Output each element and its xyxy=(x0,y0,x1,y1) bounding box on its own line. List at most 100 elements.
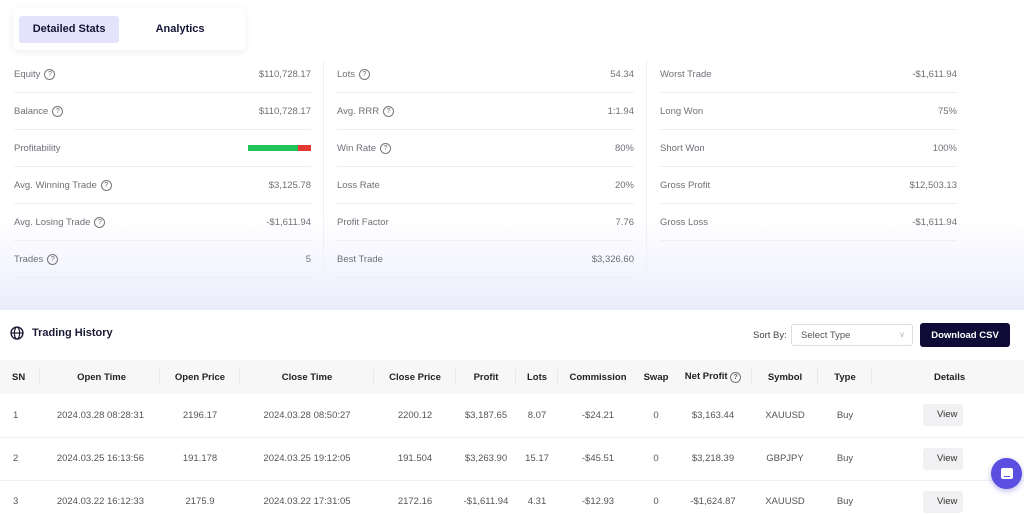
column-header-close-time[interactable]: Close Time xyxy=(240,360,374,394)
cell-profit: $3,187.65 xyxy=(456,394,516,438)
cell-net-profit: $3,218.39 xyxy=(674,437,752,481)
help-icon[interactable]: ? xyxy=(730,372,742,383)
view-details-button[interactable]: View xyxy=(923,447,963,470)
stat-value: -$1,611.94 xyxy=(912,68,957,80)
cell-open-price: 2175.9 xyxy=(160,480,240,515)
stat-label: Gross Loss xyxy=(660,216,709,228)
help-icon[interactable]: ? xyxy=(52,105,64,117)
column-header-close-price[interactable]: Close Price xyxy=(374,360,456,394)
stat-gross-loss: Gross Loss -$1,611.94 xyxy=(660,204,957,241)
stat-worst-trade: Worst Trade -$1,611.94 xyxy=(660,56,957,93)
column-header-open-price[interactable]: Open Price xyxy=(160,360,240,394)
stat-lots: Lots? 54.34 xyxy=(337,56,634,93)
download-csv-button[interactable]: Download CSV xyxy=(920,323,1010,347)
stat-avg-winning-trade: Avg. Winning Trade? $3,125.78 xyxy=(14,167,311,204)
stat-label: Profitability xyxy=(14,142,61,154)
view-details-button[interactable]: View xyxy=(923,404,963,427)
stats-column-3: Worst Trade -$1,611.94 Long Won 75% Shor… xyxy=(660,56,957,241)
cell-net-profit: -$1,624.87 xyxy=(674,480,752,515)
stat-equity: Equity? $110,728.17 xyxy=(14,56,311,93)
cell-symbol: XAUUSD xyxy=(752,480,818,515)
stat-value: -$1,611.94 xyxy=(912,216,957,228)
tab-detailed-stats[interactable]: Detailed Stats xyxy=(19,15,120,43)
stat-loss-rate: Loss Rate 20% xyxy=(337,167,634,204)
column-header-swap[interactable]: Swap xyxy=(638,360,674,394)
column-header-open-time[interactable]: Open Time xyxy=(40,360,160,394)
help-icon[interactable]: ? xyxy=(100,179,112,191)
help-icon[interactable]: ? xyxy=(47,253,59,265)
cell-sn: 1 xyxy=(0,394,40,438)
cell-close-price: 2200.12 xyxy=(374,394,456,438)
cell-lots: 15.17 xyxy=(516,437,558,481)
trading-history-table: SN Open Time Open Price Close Time Close… xyxy=(0,360,1024,515)
cell-type: Buy xyxy=(818,480,872,515)
stat-label: Avg. Winning Trade xyxy=(14,179,97,191)
stats-panel xyxy=(0,0,1024,310)
stat-label: Avg. RRR xyxy=(337,105,380,117)
table-header-row: SN Open Time Open Price Close Time Close… xyxy=(0,360,1024,394)
column-header-lots[interactable]: Lots xyxy=(516,360,558,394)
profitability-win-segment xyxy=(248,145,299,151)
stat-value: 54.34 xyxy=(610,68,634,80)
chat-launcher-button[interactable] xyxy=(991,458,1022,489)
stat-value: $110,728.17 xyxy=(258,105,311,117)
column-divider xyxy=(646,60,647,275)
help-icon[interactable]: ? xyxy=(94,216,106,228)
stat-label: Worst Trade xyxy=(660,68,712,80)
stat-value: 75% xyxy=(937,105,957,117)
stat-short-won: Short Won 100% xyxy=(660,130,957,167)
chevron-down-icon: ∨ xyxy=(899,330,905,339)
cell-open-time: 2024.03.25 16:13:56 xyxy=(40,437,160,481)
cell-open-price: 2196.17 xyxy=(160,394,240,438)
column-header-commission[interactable]: Commission xyxy=(558,360,638,394)
trading-history-title: Trading History xyxy=(10,326,113,340)
globe-icon xyxy=(10,326,24,340)
select-placeholder: Select Type xyxy=(801,329,851,341)
help-icon[interactable]: ? xyxy=(358,68,370,80)
stat-balance: Balance? $110,728.17 xyxy=(14,93,311,130)
cell-details: View xyxy=(872,394,1024,438)
stat-best-trade: Best Trade $3,326.60 xyxy=(337,241,634,278)
cell-close-time: 2024.03.28 08:50:27 xyxy=(240,394,374,438)
column-divider xyxy=(323,60,324,275)
column-header-sn[interactable]: SN xyxy=(0,360,40,394)
cell-commission: -$45.51 xyxy=(558,437,638,481)
stat-value: 80% xyxy=(614,142,634,154)
section-title: Trading History xyxy=(32,327,113,339)
profitability-loss-segment xyxy=(298,145,311,151)
stat-trades: Trades? 5 xyxy=(14,241,311,278)
cell-symbol: XAUUSD xyxy=(752,394,818,438)
column-header-symbol[interactable]: Symbol xyxy=(752,360,818,394)
column-header-profit[interactable]: Profit xyxy=(456,360,516,394)
help-icon[interactable]: ? xyxy=(44,68,56,80)
stat-label: Loss Rate xyxy=(337,179,380,191)
stats-column-2: Lots? 54.34 Avg. RRR? 1:1.94 Win Rate? 8… xyxy=(337,56,634,278)
column-header-details[interactable]: Details xyxy=(872,360,1024,394)
cell-close-time: 2024.03.25 19:12:05 xyxy=(240,437,374,481)
cell-lots: 4.31 xyxy=(516,480,558,515)
stat-label: Best Trade xyxy=(337,253,383,265)
column-header-type[interactable]: Type xyxy=(818,360,872,394)
sort-type-select[interactable]: Select Type ∨ xyxy=(791,324,913,346)
tab-analytics[interactable]: Analytics xyxy=(155,23,205,35)
cell-profit: $3,263.90 xyxy=(456,437,516,481)
help-icon[interactable]: ? xyxy=(383,105,395,117)
cell-sn: 2 xyxy=(0,437,40,481)
cell-commission: -$12.93 xyxy=(558,480,638,515)
stats-column-1: Equity? $110,728.17 Balance? $110,728.17… xyxy=(14,56,311,278)
column-header-net-profit[interactable]: Net Profit ? xyxy=(674,360,752,394)
cell-profit: -$1,611.94 xyxy=(456,480,516,515)
table-row: 2 2024.03.25 16:13:56 191.178 2024.03.25… xyxy=(0,437,1024,481)
view-details-button[interactable]: View xyxy=(923,490,963,513)
stat-profit-factor: Profit Factor 7.76 xyxy=(337,204,634,241)
stat-label: Win Rate xyxy=(337,142,377,154)
table-row: 1 2024.03.28 08:28:31 2196.17 2024.03.28… xyxy=(0,394,1024,438)
stat-value: $110,728.17 xyxy=(258,68,311,80)
stat-profitability: Profitability xyxy=(14,130,311,167)
cell-net-profit: $3,163.44 xyxy=(674,394,752,438)
stat-gross-profit: Gross Profit $12,503.13 xyxy=(660,167,957,204)
stat-value: $12,503.13 xyxy=(909,179,957,191)
chat-icon xyxy=(1000,468,1013,479)
cell-open-time: 2024.03.22 16:12:33 xyxy=(40,480,160,515)
help-icon[interactable]: ? xyxy=(380,142,392,154)
